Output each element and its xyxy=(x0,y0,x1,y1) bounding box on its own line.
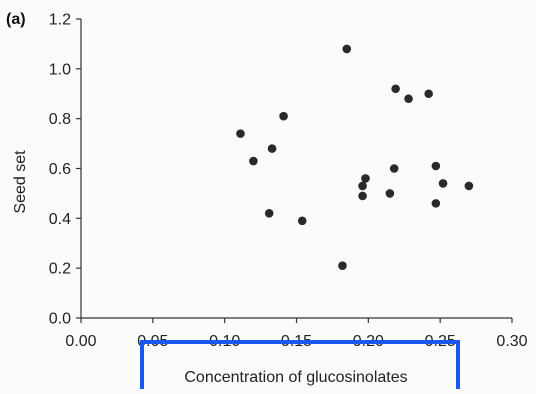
data-point xyxy=(358,191,367,201)
data-points xyxy=(236,44,474,270)
data-point xyxy=(431,199,441,208)
data-point xyxy=(438,179,448,188)
data-point xyxy=(431,161,441,171)
y-tick-label: 0.4 xyxy=(49,211,71,228)
data-point xyxy=(361,174,370,183)
data-point xyxy=(267,144,277,153)
panel-label: (a) xyxy=(6,11,26,28)
data-point xyxy=(464,181,474,191)
y-tick-label: 0.2 xyxy=(49,261,71,278)
data-point xyxy=(404,94,413,104)
data-point xyxy=(424,89,433,99)
axes: 0.00.20.40.60.81.01.20.00 0.05 0.10 0.15 0.2… xyxy=(49,12,528,351)
data-point xyxy=(297,216,307,226)
data-point xyxy=(338,261,347,270)
y-tick-label: 1.2 xyxy=(49,12,71,29)
x-tick-label: 0.30 xyxy=(496,333,527,350)
y-tick-label: 1.0 xyxy=(49,61,71,78)
data-point xyxy=(385,189,395,198)
data-point xyxy=(342,44,352,54)
data-point xyxy=(391,84,400,94)
y-axis-label: Seed set xyxy=(12,150,29,214)
data-point xyxy=(264,209,274,218)
y-tick-label: 0.0 xyxy=(49,311,71,328)
x-axis-label: Concentration of glucosinolates xyxy=(184,369,407,386)
panel-label-letter: (a) xyxy=(6,11,26,28)
data-point xyxy=(236,129,245,138)
data-point xyxy=(358,181,367,191)
data-point xyxy=(389,164,399,173)
data-point xyxy=(249,156,258,166)
data-point xyxy=(279,111,288,121)
y-tick-label: 0.8 xyxy=(49,111,71,128)
y-tick-label: 0.6 xyxy=(49,161,71,178)
x-tick-label: 0.00 xyxy=(65,333,96,350)
